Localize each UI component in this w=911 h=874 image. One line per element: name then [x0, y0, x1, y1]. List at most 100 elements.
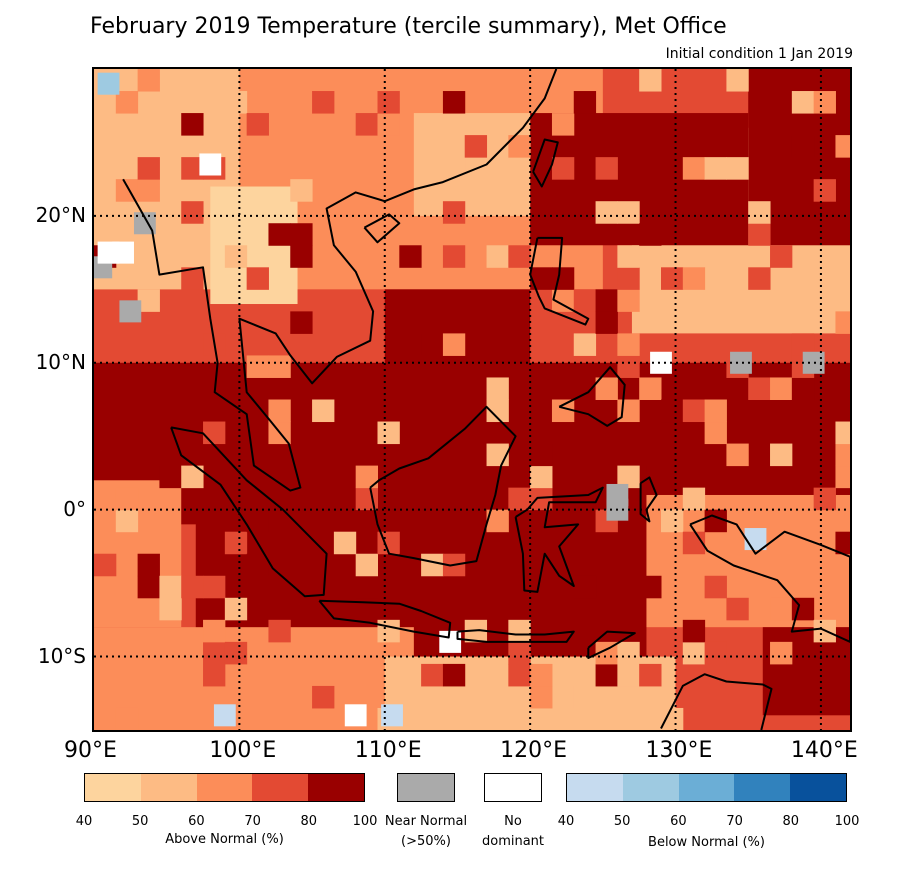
coastline-borneo	[369, 405, 517, 567]
grid-cell	[203, 575, 226, 599]
grid-cell	[268, 355, 291, 378]
grid-cell	[399, 245, 422, 268]
grid-cell	[246, 267, 269, 290]
grid-cell	[159, 575, 182, 599]
grid-cell	[137, 179, 160, 202]
grid-cell	[530, 685, 553, 709]
grid-cell	[551, 113, 575, 136]
grid-cell	[290, 179, 313, 202]
lon-label: 90°E	[64, 738, 117, 763]
grid-cell	[835, 465, 850, 489]
grid-cell	[421, 553, 444, 577]
grid-cell	[835, 421, 850, 445]
grid-cell	[617, 267, 640, 290]
map-title: February 2019 Temperature (tercile summa…	[90, 14, 727, 39]
grid-cell	[181, 267, 204, 290]
grid-cell	[181, 465, 204, 489]
legend-tick: 60	[670, 814, 687, 829]
legend-swatch	[85, 774, 141, 801]
no-dominant-cell	[199, 153, 222, 176]
grid-cell	[595, 157, 618, 180]
legend-swatch	[622, 774, 679, 801]
legend-swatch	[308, 774, 364, 801]
grid-cell	[355, 465, 378, 489]
grid-cell	[442, 333, 466, 356]
grid-cell	[726, 597, 749, 621]
grid-cell	[508, 135, 531, 158]
coastline-australia	[660, 673, 773, 730]
grid-cell	[704, 509, 727, 533]
lon-label: 120°E	[500, 738, 568, 763]
near-normal-swatch	[397, 773, 455, 802]
legend-tick: 70	[726, 814, 743, 829]
grid-cell	[639, 69, 662, 92]
map-canvas	[94, 69, 850, 730]
grid-cell	[639, 223, 662, 246]
no-dominant-label-1: No	[504, 814, 522, 829]
lon-label: 100°E	[209, 738, 277, 763]
no-dominant-swatch	[484, 773, 542, 802]
grid-cell	[246, 553, 269, 577]
coastline-taiwan	[532, 138, 559, 188]
legend-tick: 60	[188, 814, 205, 829]
grid-cell	[508, 663, 531, 687]
lon-label: 110°E	[354, 738, 422, 763]
grid-cell	[268, 223, 291, 246]
grid-cell	[573, 289, 597, 312]
grid-cell	[159, 597, 182, 621]
grid-cell	[508, 619, 531, 643]
no-dominant-cell	[112, 241, 134, 264]
region-arafura	[762, 627, 850, 716]
grid-cell	[726, 69, 749, 92]
grid-cell	[704, 421, 727, 445]
map-subtitle: Initial condition 1 Jan 2019	[665, 46, 853, 62]
lat-label: 0°	[63, 496, 86, 521]
grid-cell	[115, 707, 139, 730]
grid-cell	[137, 553, 160, 577]
region-taiwan-strait	[413, 113, 531, 216]
grid-cell	[682, 641, 706, 665]
grid-cell	[791, 91, 815, 114]
lon-label: 130°E	[645, 738, 713, 763]
grid-cell	[704, 641, 727, 665]
grid-cell	[508, 487, 531, 511]
grid-cell	[617, 289, 640, 312]
lat-label: 10°S	[37, 643, 86, 668]
grid-cell	[617, 641, 640, 665]
legend-swatch	[790, 774, 846, 801]
grid-cell	[224, 531, 248, 555]
near-normal-cell	[119, 300, 142, 323]
grid-cell	[94, 179, 117, 202]
grid-cell	[486, 245, 509, 268]
grid-cell	[203, 421, 226, 445]
grid-cell	[530, 465, 553, 489]
grid-cell	[181, 113, 204, 136]
grid-cell	[312, 91, 335, 114]
grid-cell	[726, 157, 749, 180]
grid-cell	[377, 91, 400, 114]
legend-tick: 40	[75, 814, 93, 829]
grid-cell	[181, 201, 204, 224]
coastline-mainland-asia	[122, 69, 558, 492]
grid-cell	[573, 685, 597, 709]
grid-cell	[530, 267, 553, 290]
legend-tick: 70	[244, 814, 261, 829]
grid-cell	[137, 289, 160, 312]
near-normal-label-1: Near Normal	[384, 814, 468, 829]
legend-swatch	[252, 774, 309, 801]
grid-cell	[813, 179, 836, 202]
grid-cell	[181, 575, 204, 599]
grid-cell	[464, 509, 488, 533]
grid-cell	[639, 663, 662, 687]
grid-cell	[355, 487, 378, 511]
grid-cell	[748, 201, 771, 224]
grid-cell	[791, 135, 815, 158]
grid-cell	[573, 91, 597, 114]
coastline-timor	[587, 630, 636, 659]
below-normal-cell	[97, 72, 120, 95]
legend-swatch	[678, 774, 735, 801]
grid-cell	[835, 311, 850, 334]
legend-tick: 100	[834, 814, 860, 829]
grid-cell	[159, 465, 182, 489]
grid-cell	[661, 399, 684, 423]
